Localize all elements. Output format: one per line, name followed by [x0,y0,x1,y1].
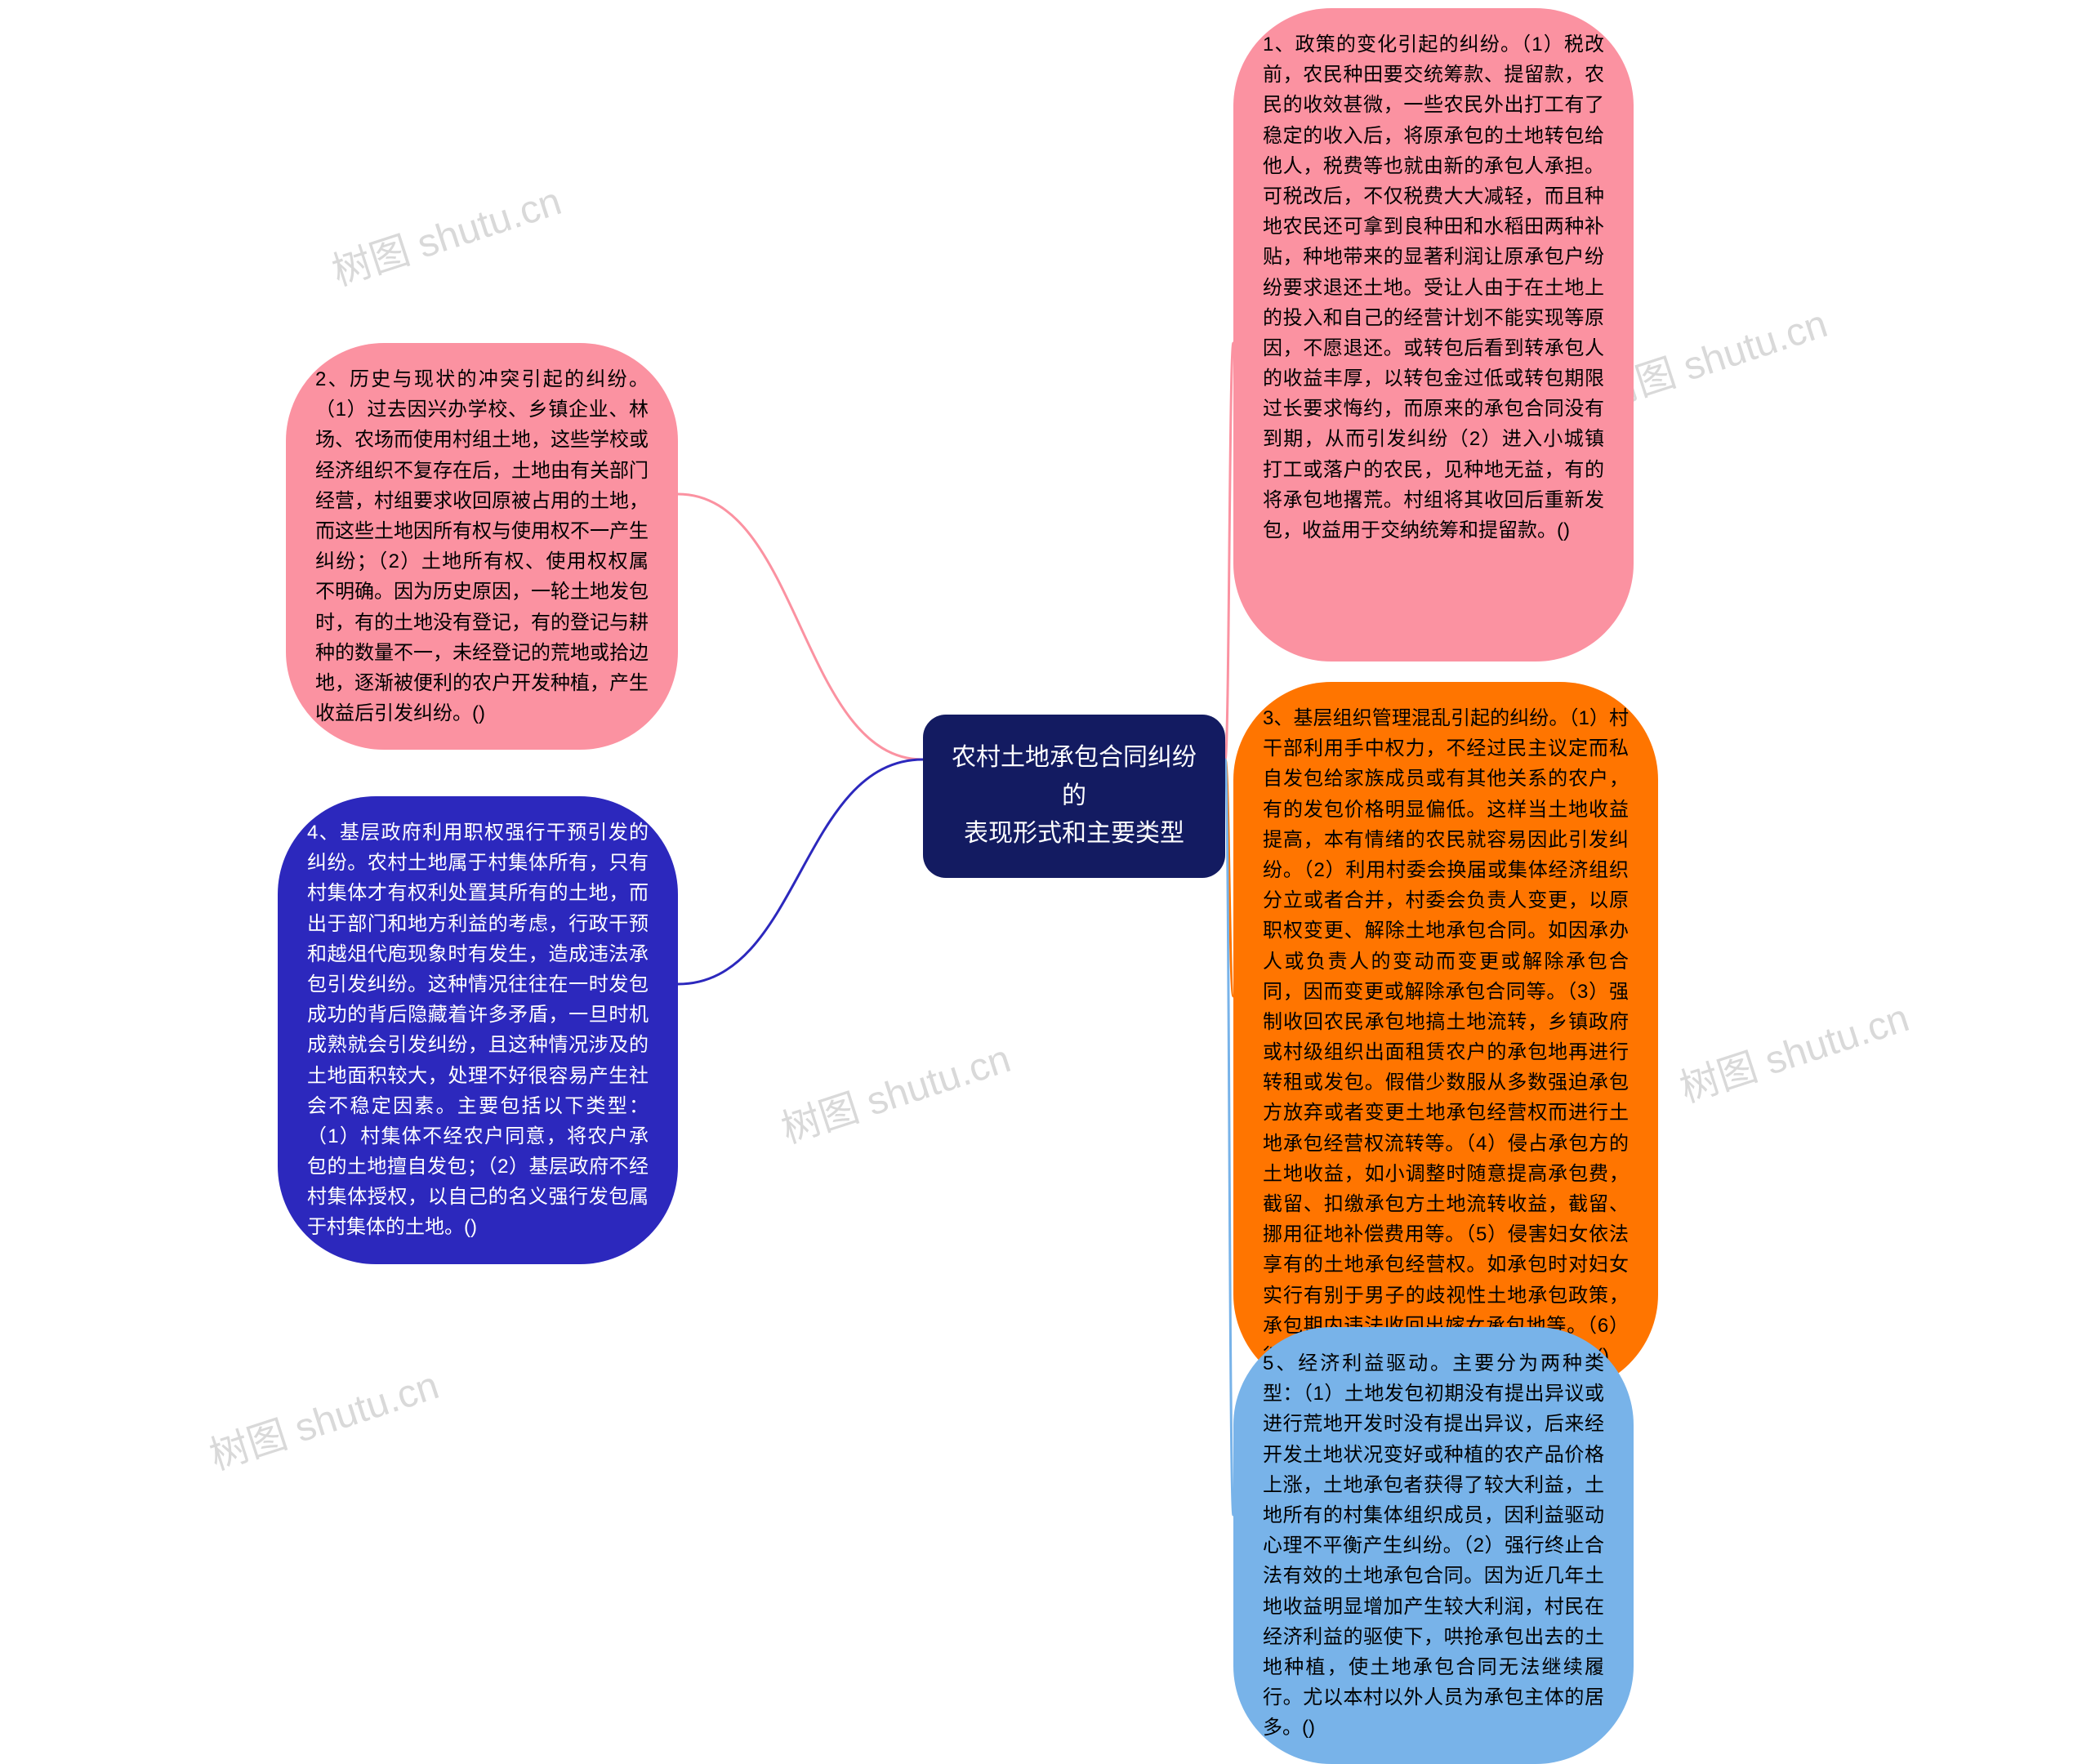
connector-line [1225,760,1233,1515]
watermark: 树图 shutu.cn [323,169,567,296]
branch-text: 1、政策的变化引起的纠纷。（1）税改前，农民种田要交统筹款、提留款，农民的收效甚… [1263,33,1604,541]
watermark: 树图 shutu.cn [1671,986,1915,1113]
branch-node-4[interactable]: 4、基层政府利用职权强行干预引发的纠纷。农村土地属于村集体所有，只有村集体才有权… [278,796,678,1264]
branch-node-3[interactable]: 3、基层组织管理混乱引起的纠纷。（1）村干部利用手中权力，不经过民主议定而私自发… [1233,682,1658,1392]
central-topic-label: 农村土地承包合同纠纷的表现形式和主要类型 [952,744,1197,847]
branch-node-2[interactable]: 2、历史与现状的冲突引起的纠纷。（1）过去因兴办学校、乡镇企业、林场、农场而使用… [286,343,678,750]
connector-line [1225,760,1233,996]
connector-line [678,494,923,760]
branch-text: 5、经济利益驱动。主要分为两种类型：（1）土地发包初期没有提出异议或进行荒地开发… [1263,1352,1604,1739]
watermark: 树图 shutu.cn [201,1353,444,1481]
branch-text: 3、基层组织管理混乱引起的纠纷。（1）村干部利用手中权力，不经过民主议定而私自发… [1263,707,1629,1367]
branch-node-5[interactable]: 5、经济利益驱动。主要分为两种类型：（1）土地发包初期没有提出异议或进行荒地开发… [1233,1327,1634,1764]
connector-line [678,760,923,984]
branch-text: 4、基层政府利用职权强行干预引发的纠纷。农村土地属于村集体所有，只有村集体才有权… [307,822,649,1238]
branch-node-1[interactable]: 1、政策的变化引起的纠纷。（1）税改前，农民种田要交统筹款、提留款，农民的收效甚… [1233,8,1634,662]
watermark: 树图 shutu.cn [773,1027,1016,1154]
central-topic[interactable]: 农村土地承包合同纠纷的表现形式和主要类型 [923,715,1225,878]
branch-text: 2、历史与现状的冲突引起的纠纷。（1）过去因兴办学校、乡镇企业、林场、农场而使用… [315,368,649,724]
connector-line [1225,343,1233,760]
